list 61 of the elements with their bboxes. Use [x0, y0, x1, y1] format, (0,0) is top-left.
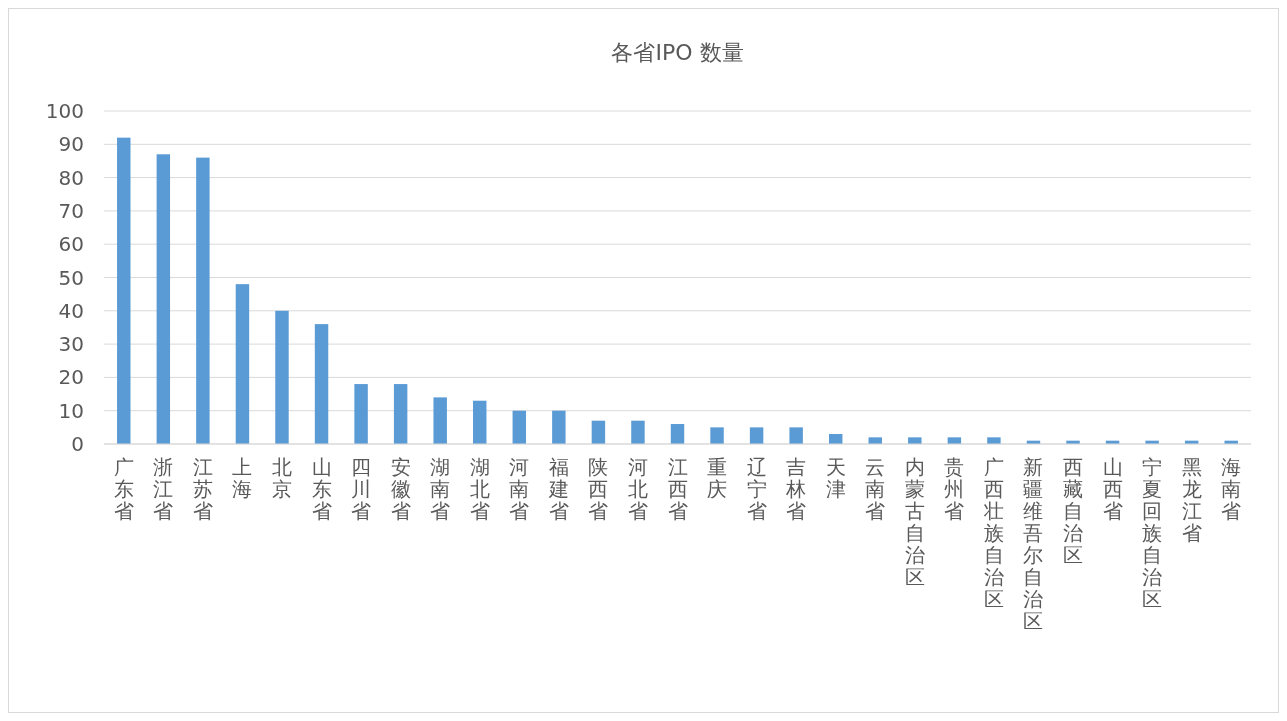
bar	[670, 424, 685, 444]
bar	[749, 427, 764, 444]
x-tick-label: 北京	[271, 455, 292, 501]
bar	[156, 154, 171, 444]
x-tick-label: 宁夏回族自治区	[1142, 455, 1163, 611]
x-tick-label: 云南省	[865, 455, 886, 523]
y-tick-label: 0	[71, 432, 84, 456]
x-tick-label: 西藏自治区	[1063, 455, 1084, 567]
x-tick-label: 重庆	[707, 455, 728, 501]
bar	[117, 137, 131, 444]
x-tick-label: 湖南省	[430, 455, 451, 523]
x-tick-label: 福建省	[547, 455, 569, 523]
bar	[235, 284, 250, 444]
y-tick-label: 30	[58, 332, 84, 357]
x-tick-label: 浙江省	[153, 455, 174, 523]
y-tick-label: 60	[58, 232, 84, 257]
x-tick-label: 陕西省	[588, 455, 609, 523]
x-tick-label: 内蒙古自治区	[904, 455, 925, 589]
y-tick-label: 40	[58, 298, 84, 323]
x-tick-label: 黑龙江省	[1181, 455, 1202, 545]
x-tick-label: 江苏省	[192, 455, 213, 523]
bar	[275, 310, 289, 444]
x-tick-label: 河北省	[627, 455, 648, 523]
bar	[552, 410, 566, 444]
x-tick-label: 广西壮族自治区	[982, 455, 1004, 611]
x-tick-label: 海南省	[1221, 455, 1242, 523]
x-tick-label: 吉林省	[785, 455, 807, 523]
y-tick-label: 100	[45, 99, 84, 123]
y-tick-label: 70	[58, 198, 84, 223]
x-tick-label: 山西省	[1102, 455, 1123, 523]
x-tick-label: 辽宁省	[746, 455, 767, 523]
y-tick-label: 20	[58, 365, 84, 390]
x-tick-label: 新疆维吾尔自治区	[1023, 455, 1044, 633]
bar	[473, 400, 487, 444]
x-tick-label: 广东省	[113, 455, 134, 523]
bar	[196, 157, 210, 444]
bar	[512, 410, 527, 444]
y-tick-label: 90	[58, 132, 84, 157]
x-tick-label: 山东省	[311, 455, 332, 523]
y-tick-label: 80	[58, 165, 84, 190]
bar	[789, 427, 803, 444]
x-tick-label: 安徽省	[390, 455, 411, 523]
y-tick-label: 50	[58, 265, 84, 290]
bar	[393, 384, 408, 444]
bar	[591, 420, 606, 444]
bar	[354, 384, 368, 444]
y-tick-label: 10	[58, 398, 84, 423]
bar	[987, 437, 1001, 444]
x-tick-label: 贵州省	[944, 455, 965, 523]
bar	[433, 397, 447, 444]
bar	[710, 427, 724, 444]
bar	[631, 420, 645, 444]
x-tick-label: 湖北省	[469, 455, 490, 523]
chart-title: 各省IPO 数量	[611, 40, 744, 65]
x-tick-label: 四川省	[351, 455, 372, 523]
x-tick-label: 上海	[232, 455, 253, 501]
bar	[908, 437, 922, 444]
x-tick-label: 河南省	[509, 455, 530, 523]
x-tick-label: 江西省	[667, 455, 688, 523]
bar	[314, 324, 329, 444]
x-tick-label: 天津	[825, 455, 846, 501]
